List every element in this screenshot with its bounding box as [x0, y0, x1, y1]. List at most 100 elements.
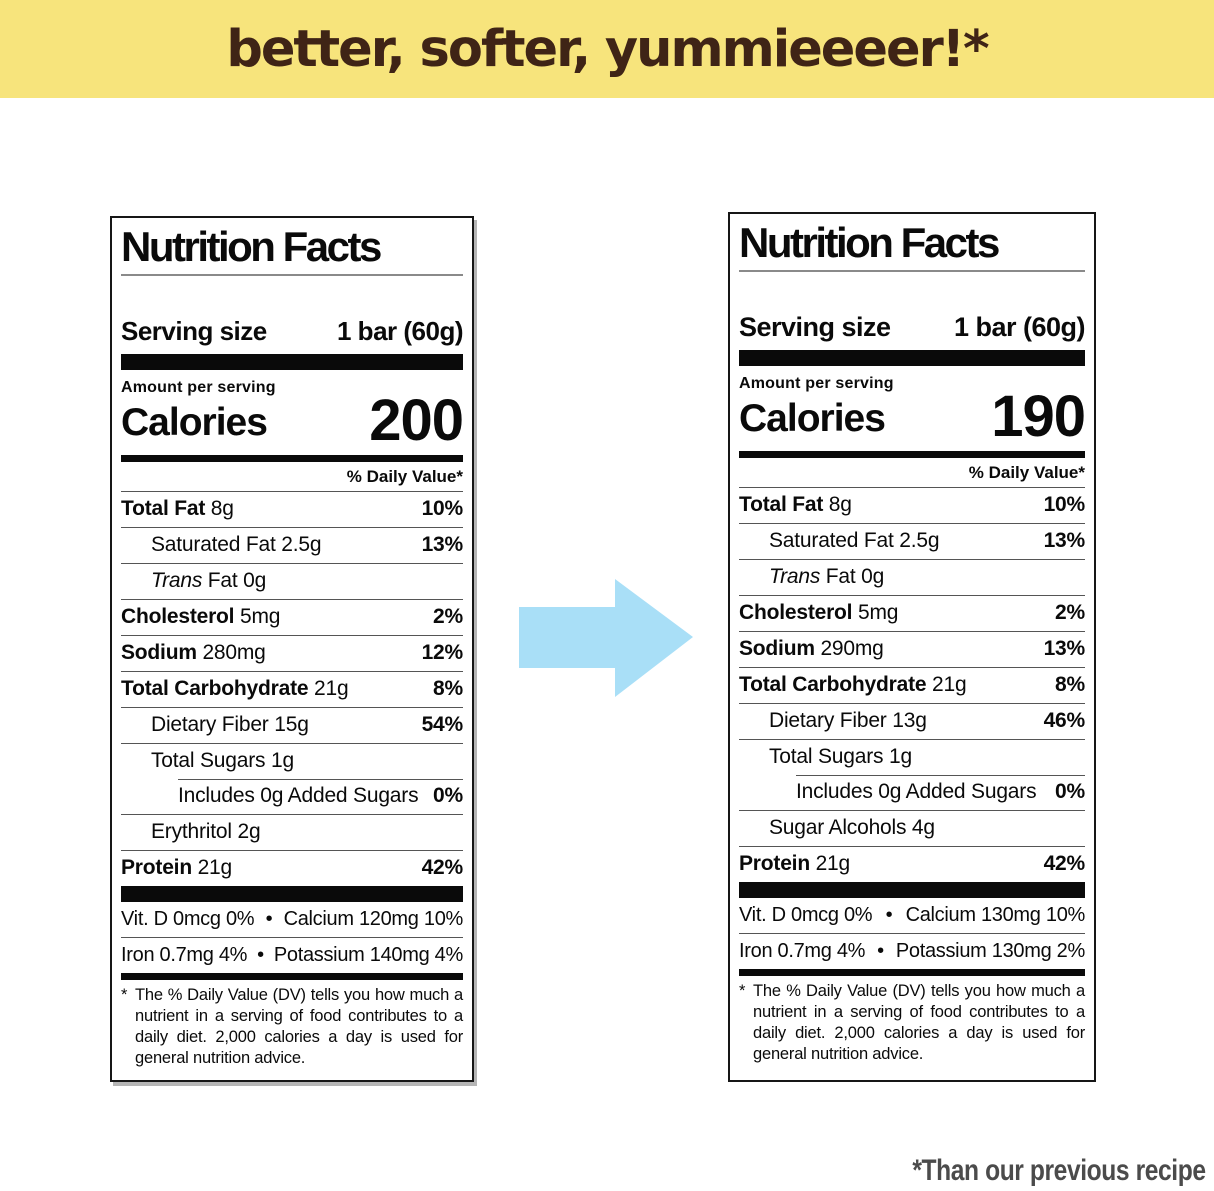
bullet-separator: • [257, 943, 264, 966]
micronutrient-rows: Vit. D 0mcg 0% • Calcium 120mg 10% Iron 0.7… [121, 902, 463, 973]
nutrient-name: Trans Fat 0g [121, 569, 266, 593]
nutrient-row: Dietary Fiber 15g 54% [121, 706, 464, 743]
serving-size-row: Serving size 1 bar (60g) [739, 312, 1086, 343]
calories-row: Calories 190 [739, 384, 1086, 450]
daily-value-percent: 2% [433, 605, 463, 629]
nutrient-name: Protein 21g [121, 856, 232, 880]
nutrient-name: Saturated Fat 2.5g [121, 533, 322, 557]
nutrient-name-segment: 8g [210, 497, 234, 521]
nutrient-name: Sodium 280mg [121, 641, 266, 665]
micronutrient-rows: Vit. D 0mcg 0% • Calcium 130mg 10% Iron 0.7… [739, 898, 1085, 969]
nutrient-name-segment: Fat 0g [820, 565, 885, 589]
serving-size-label: Serving size [739, 312, 891, 343]
nutrition-label-after: Nutrition Facts Serving size 1 bar (60g)… [728, 212, 1096, 1082]
title-rule [739, 270, 1085, 273]
nutrient-name: Total Sugars 1g [121, 749, 294, 773]
nutrient-row: Total Sugars 1g [121, 742, 463, 779]
nutrient-name-segment: 5mg [857, 601, 899, 625]
daily-value-percent: 13% [1043, 637, 1086, 661]
footnote-asterisk: * [739, 981, 746, 1000]
footnote-asterisk: * [121, 985, 128, 1004]
nutrient-name-segment: Dietary Fiber 13g [769, 709, 927, 733]
footnote-text: The % Daily Value (DV) tells you how muc… [753, 981, 1085, 1064]
divider-bar-medium [121, 454, 463, 462]
bullet-separator: • [265, 907, 273, 930]
nutrient-name: Sugar Alcohols 4g [739, 816, 935, 840]
nutrient-row: Dietary Fiber 13g 46% [739, 702, 1085, 739]
nutrient-row: Erythritol 2g [121, 813, 463, 850]
nutrient-name-segment: 280mg [202, 641, 266, 665]
nutrient-name-segment: Total Sugars 1g [151, 749, 294, 773]
nutrient-name: Cholesterol 5mg [739, 601, 898, 625]
nutrient-name-segment: Includes 0g Added Sugars [178, 784, 419, 808]
bottom-footnote: *Than our previous recipe [912, 1154, 1207, 1187]
nutrient-row: Saturated Fat 2.5g 13% [121, 526, 464, 563]
divider-bar-thick [121, 885, 463, 902]
daily-value-percent: 2% [1055, 601, 1085, 625]
calories-label: Calories [121, 400, 268, 444]
nutrient-name-segment: 21g [815, 852, 851, 876]
serving-size-value: 1 bar (60g) [337, 316, 464, 347]
label-title: Nutrition Facts [739, 219, 1000, 266]
nutrient-name-segment: Trans [769, 565, 821, 589]
daily-value-percent: 0% [1055, 780, 1085, 804]
micronutrient-row: Vit. D 0mcg 0% • Calcium 120mg 10% [121, 902, 463, 937]
nutrient-name-segment: Total Carbohydrate [121, 677, 315, 701]
nutrient-name-segment: Total Fat [121, 497, 211, 521]
nutrient-row: Total Sugars 1g [739, 738, 1085, 775]
daily-value-percent: 8% [433, 677, 463, 701]
nutrient-name-segment: Cholesterol [739, 601, 858, 625]
nutrient-name-segment: Sodium [121, 641, 203, 665]
nutrient-name-segment: 21g [314, 677, 349, 701]
serving-size-row: Serving size 1 bar (60g) [121, 316, 464, 347]
nutrient-name: Saturated Fat 2.5g [739, 529, 940, 553]
micro-right: Potassium 140mg 4% [273, 943, 463, 966]
nutrient-rows: Total Fat 8g 10% Saturated Fat 2.5g 13% Tran… [739, 486, 1086, 882]
nutrient-name: Protein 21g [739, 852, 850, 876]
daily-value-header: % Daily Value* [968, 462, 1085, 482]
divider-bar-thick [121, 354, 463, 371]
micro-left: Iron 0.7mg 4% [739, 939, 866, 962]
nutrient-name: Total Sugars 1g [739, 745, 912, 769]
nutrient-row: Total Fat 8g 10% [739, 486, 1085, 523]
divider-bar-medium [739, 968, 1085, 976]
nutrient-name: Includes 0g Added Sugars [121, 784, 419, 808]
nutrient-name-segment: Saturated Fat 2.5g [151, 533, 322, 557]
serving-size-value: 1 bar (60g) [953, 312, 1086, 343]
micronutrient-row: Vit. D 0mcg 0% • Calcium 130mg 10% [739, 898, 1085, 933]
nutrient-name-segment: Total Carbohydrate [739, 673, 933, 697]
label-title: Nutrition Facts [121, 223, 382, 270]
micro-left: Vit. D 0mcg 0% [121, 907, 255, 930]
nutrition-label-before: Nutrition Facts Serving size 1 bar (60g)… [110, 216, 474, 1082]
daily-value-percent: 13% [421, 533, 464, 557]
nutrient-rows: Total Fat 8g 10% Saturated Fat 2.5g 13% Tran… [121, 490, 464, 886]
divider-bar-medium [739, 450, 1085, 458]
calories-value: 190 [991, 384, 1086, 450]
nutrient-name: Dietary Fiber 13g [739, 709, 927, 733]
nutrient-name: Includes 0g Added Sugars [739, 780, 1037, 804]
nutrient-name: Trans Fat 0g [739, 565, 884, 589]
nutrient-row: Trans Fat 0g [739, 558, 1085, 595]
nutrient-name-segment: Protein [739, 852, 816, 876]
nutrient-row: Sodium 290mg 13% [739, 630, 1086, 667]
nutrient-name-segment: Dietary Fiber 15g [151, 713, 309, 737]
nutrient-row: Cholesterol 5mg 2% [739, 594, 1085, 631]
divider-bar-thick [739, 350, 1085, 367]
nutrient-name-segment: Total Fat [739, 493, 829, 517]
footnote-text: The % Daily Value (DV) tells you how muc… [135, 985, 463, 1068]
label-footnote: * The % Daily Value (DV) tells you how m… [121, 980, 463, 1069]
micronutrient-row: Iron 0.7mg 4% • Potassium 130mg 2% [739, 932, 1085, 969]
nutrient-row: Includes 0g Added Sugars 0% [121, 778, 463, 814]
nutrient-name-segment: Fat 0g [202, 569, 267, 593]
nutrient-row: Total Carbohydrate 21g 8% [739, 666, 1085, 703]
daily-value-percent: 42% [421, 856, 464, 880]
daily-value-percent: 54% [421, 713, 464, 737]
nutrient-name-segment: 5mg [239, 605, 281, 629]
nutrient-row: Saturated Fat 2.5g 13% [739, 522, 1085, 559]
nutrient-name: Total Fat 8g [739, 493, 852, 517]
nutrient-name-segment: 8g [828, 493, 852, 517]
nutrient-name-segment: Trans [151, 569, 203, 593]
divider-bar-medium [121, 972, 463, 980]
nutrient-row: Cholesterol 5mg 2% [121, 598, 463, 635]
